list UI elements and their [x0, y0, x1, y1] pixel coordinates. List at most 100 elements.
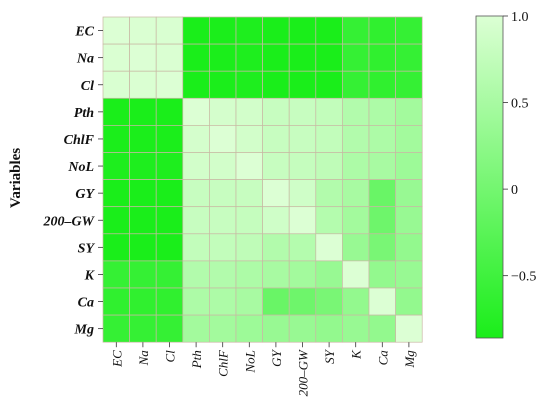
- heatmap-cell-4-7: [288, 125, 317, 153]
- heatmap-cell-7-0: [102, 206, 130, 235]
- heatmap-cell-2-6: [262, 70, 290, 99]
- heatmap-cell-7-1: [129, 206, 157, 235]
- heatmap-cell-6-6: [262, 179, 290, 208]
- heatmap-cell-10-5: [235, 287, 263, 316]
- heatmap-cell-1-1: [129, 43, 157, 72]
- heatmap-cell-2-9: [342, 70, 370, 99]
- heatmap-cell-7-5: [235, 206, 263, 235]
- heatmap-cell-7-11: [395, 206, 423, 235]
- heatmap-cell-1-9: [342, 43, 370, 72]
- heatmap-cell-0-8: [315, 16, 343, 45]
- column-label: GY: [269, 348, 284, 366]
- heatmap-cell-1-5: [235, 43, 263, 72]
- heatmap-cell-0-0: [102, 16, 130, 45]
- heatmap-cell-7-9: [342, 206, 370, 235]
- heatmap-cell-8-4: [209, 233, 237, 262]
- heatmap-cell-8-1: [129, 233, 157, 262]
- row-label: Pth: [74, 106, 94, 121]
- heatmap-cell-5-1: [129, 152, 157, 180]
- row-label: ChlF: [64, 133, 95, 148]
- heatmap-cell-5-11: [395, 152, 423, 180]
- heatmap-cell-0-2: [155, 16, 184, 45]
- heatmap-cell-5-0: [102, 152, 130, 180]
- heatmap-cell-5-7: [288, 152, 317, 180]
- heatmap-cell-3-9: [342, 97, 370, 126]
- row-label: Ca: [78, 296, 94, 311]
- heatmap-cell-8-2: [155, 233, 184, 262]
- heatmap-cell-3-11: [395, 97, 423, 126]
- heatmap-cell-7-8: [315, 206, 343, 235]
- heatmap-cell-10-9: [342, 287, 370, 316]
- column-label: Pth: [189, 350, 204, 369]
- heatmap-cell-2-7: [288, 70, 317, 99]
- heatmap-cell-4-9: [342, 125, 370, 153]
- row-label: SY: [78, 241, 96, 256]
- heatmap-cell-7-3: [182, 206, 210, 235]
- heatmap-cell-3-8: [315, 97, 343, 126]
- heatmap-cell-11-8: [315, 314, 343, 343]
- row-label: Mg: [74, 323, 94, 338]
- heatmap-cell-2-3: [182, 70, 210, 99]
- heatmap-cell-3-1: [129, 97, 157, 126]
- heatmap-cell-3-10: [368, 97, 396, 126]
- heatmap-cell-6-3: [182, 179, 210, 208]
- heatmap-cell-5-5: [235, 152, 263, 180]
- heatmap-cell-10-8: [315, 287, 343, 316]
- heatmap-cell-6-8: [315, 179, 343, 208]
- heatmap-cell-6-7: [288, 179, 317, 208]
- heatmap-cell-3-2: [155, 97, 184, 126]
- column-label: K: [349, 349, 364, 360]
- heatmap-cell-7-4: [209, 206, 237, 235]
- heatmap-cell-11-4: [209, 314, 237, 343]
- heatmap-cell-2-5: [235, 70, 263, 99]
- heatmap-cell-1-8: [315, 43, 343, 72]
- column-label: 200–GW: [296, 349, 311, 396]
- heatmap-cell-8-3: [182, 233, 210, 262]
- heatmap-cell-5-2: [155, 152, 184, 180]
- heatmap-cell-8-9: [342, 233, 370, 262]
- heatmap-cell-4-2: [155, 125, 184, 153]
- heatmap-cell-10-4: [209, 287, 237, 316]
- colorbar-tick-label: −0.5: [511, 270, 536, 285]
- heatmap-cell-5-6: [262, 152, 290, 180]
- heatmap-cell-6-10: [368, 179, 396, 208]
- heatmap-cell-4-6: [262, 125, 290, 153]
- heatmap-cell-6-5: [235, 179, 263, 208]
- heatmap-cell-10-3: [182, 287, 210, 316]
- column-label: Mg: [402, 350, 417, 369]
- heatmap-cell-2-11: [395, 70, 423, 99]
- heatmap-cell-9-9: [342, 260, 370, 289]
- row-label: GY: [75, 187, 95, 202]
- row-label: K: [84, 268, 96, 283]
- heatmap-cell-11-10: [368, 314, 396, 343]
- heatmap-cell-4-10: [368, 125, 396, 153]
- colorbar-ticks: 1.0 0.5 0 −0.5: [503, 10, 536, 285]
- heatmap-cell-3-0: [102, 97, 130, 126]
- heatmap-cell-3-7: [288, 97, 317, 126]
- heatmap-cell-0-10: [368, 16, 396, 45]
- colorbar: [475, 15, 504, 339]
- heatmap-cell-11-7: [288, 314, 317, 343]
- heatmap-cell-9-4: [209, 260, 237, 289]
- heatmap-cell-0-4: [209, 16, 237, 45]
- heatmap-cell-9-2: [155, 260, 184, 289]
- heatmap-cell-3-4: [209, 97, 237, 126]
- heatmap-cell-1-10: [368, 43, 396, 72]
- heatmap-cell-9-8: [315, 260, 343, 289]
- heatmap-cell-2-10: [368, 70, 396, 99]
- heatmap-cell-8-0: [102, 233, 130, 262]
- heatmap-cell-8-7: [288, 233, 317, 262]
- heatmap-cell-4-11: [395, 125, 423, 153]
- heatmap-cell-5-8: [315, 152, 343, 180]
- column-label: Ca: [375, 350, 390, 366]
- heatmap-cell-1-6: [262, 43, 290, 72]
- heatmap-cell-8-6: [262, 233, 290, 262]
- column-label: Cl: [163, 350, 178, 363]
- row-label: NoL: [67, 160, 94, 175]
- column-label: SY: [322, 348, 337, 364]
- heatmap-cell-5-3: [182, 152, 210, 180]
- row-label: Cl: [81, 79, 94, 94]
- colorbar-tick-label: 0.5: [511, 97, 529, 112]
- heatmap-cell-5-4: [209, 152, 237, 180]
